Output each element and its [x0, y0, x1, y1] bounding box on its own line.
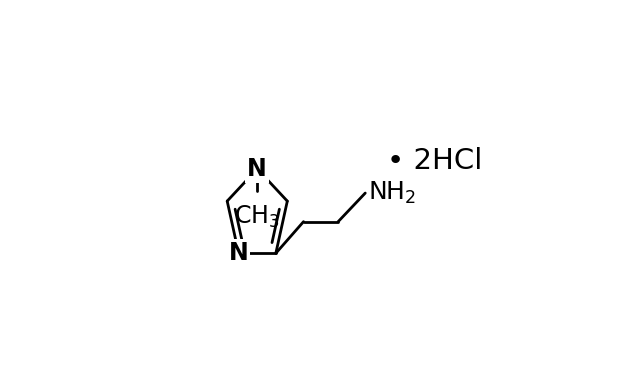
Text: NH$_2$: NH$_2$: [367, 180, 416, 206]
Text: N: N: [228, 241, 248, 265]
Text: N: N: [248, 157, 267, 181]
Text: CH$_3$: CH$_3$: [234, 203, 280, 230]
Text: • 2HCl: • 2HCl: [387, 147, 482, 175]
